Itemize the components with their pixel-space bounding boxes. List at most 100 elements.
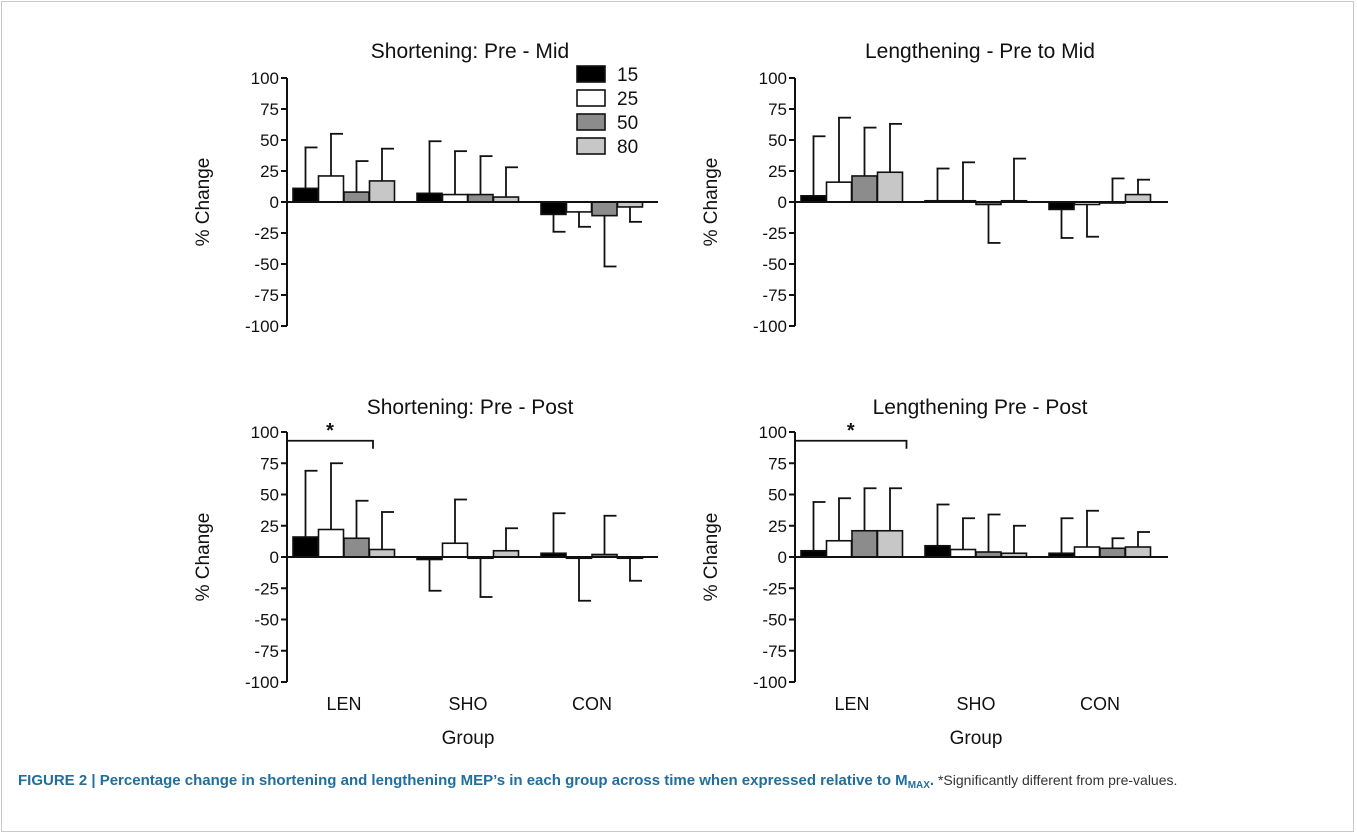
- bar: [467, 193, 494, 203]
- y-tick-label: 0: [778, 548, 787, 567]
- y-tick-label: 75: [768, 454, 787, 473]
- bar: [1124, 546, 1152, 558]
- legend-label: 25: [617, 89, 638, 110]
- bar: [441, 542, 469, 558]
- y-tick-label: 50: [260, 131, 279, 150]
- category-label: CON: [572, 694, 612, 714]
- legend-label: 80: [617, 137, 638, 158]
- figure-caption: FIGURE 2 | Percentage change in shorteni…: [18, 768, 1348, 795]
- y-tick-label: -75: [762, 642, 787, 661]
- y-tick-label: -50: [762, 611, 787, 630]
- x-axis-label: Group: [442, 728, 495, 749]
- y-tick-label: -100: [245, 317, 279, 336]
- legend-label: 50: [617, 113, 638, 134]
- y-tick-label: 25: [260, 162, 279, 181]
- bar: [317, 528, 345, 558]
- category-label: LEN: [834, 694, 869, 714]
- chart-title: Shortening: Pre - Post: [367, 396, 574, 419]
- caption-footnote: *Significantly different from pre-values…: [934, 772, 1178, 788]
- legend-swatch: [576, 65, 606, 83]
- y-tick-label: -25: [762, 579, 787, 598]
- y-tick-label: -25: [254, 579, 279, 598]
- bar: [851, 175, 878, 203]
- chart-panel-4: Lengthening Pre - Post % Change 100 75 50 25 0…: [701, 396, 1168, 749]
- chart-panel-2: Lengthening - Pre to Mid % Change 100 75 50 2…: [701, 40, 1168, 336]
- bar: [851, 529, 878, 558]
- y-tick-label: -50: [254, 611, 279, 630]
- bar: [924, 544, 951, 558]
- bar: [292, 536, 319, 558]
- bar: [343, 537, 370, 558]
- category-label: LEN: [326, 694, 361, 714]
- y-tick-label: 100: [251, 69, 279, 88]
- legend-swatch: [576, 89, 606, 107]
- y-tick-label: 50: [768, 131, 787, 150]
- y-axis-label: % Change: [701, 513, 722, 602]
- bar: [343, 191, 370, 203]
- y-tick-label: 100: [251, 423, 279, 442]
- bar: [1099, 547, 1126, 558]
- y-tick-label: 100: [759, 423, 787, 442]
- bar: [1124, 193, 1152, 203]
- significance-bracket: [794, 439, 908, 449]
- legend-swatch: [576, 113, 606, 131]
- chart-title: Lengthening Pre - Post: [873, 396, 1088, 419]
- y-tick-label: 0: [270, 193, 279, 212]
- bar: [368, 180, 396, 203]
- bar: [441, 193, 469, 203]
- y-tick-label: 75: [260, 454, 279, 473]
- y-tick-label: 100: [759, 69, 787, 88]
- y-axis-label: % Change: [193, 158, 214, 247]
- y-tick-label: 50: [260, 486, 279, 505]
- legend: 15 25 50 80: [576, 65, 638, 158]
- legend-swatch: [576, 137, 606, 155]
- y-tick-label: -100: [753, 317, 787, 336]
- chart-panel-3: Shortening: Pre - Post % Change 100 75 50 25 0…: [193, 396, 658, 749]
- bar: [876, 529, 904, 558]
- y-tick-label: 0: [778, 193, 787, 212]
- significance-star: *: [326, 420, 334, 442]
- caption-end: .: [929, 772, 935, 789]
- bar: [949, 548, 977, 558]
- y-tick-label: 75: [768, 100, 787, 119]
- y-axis-label: % Change: [701, 158, 722, 247]
- y-tick-label: -75: [254, 286, 279, 305]
- y-tick-label: -75: [254, 642, 279, 661]
- legend-label: 15: [617, 65, 638, 86]
- bar: [1048, 201, 1075, 211]
- category-label: SHO: [956, 694, 995, 714]
- chart-title: Shortening: Pre - Mid: [371, 40, 569, 63]
- bar: [591, 201, 618, 217]
- bar: [368, 548, 396, 558]
- caption-label: FIGURE 2 | Percentage change in shorteni…: [18, 772, 908, 789]
- y-tick-label: -100: [753, 673, 787, 692]
- y-tick-label: 0: [270, 548, 279, 567]
- significance-star: *: [847, 420, 855, 442]
- y-tick-label: -25: [762, 224, 787, 243]
- chart-panel-1: Shortening: Pre - Mid % Change 100 75 50 25 0 -…: [193, 40, 658, 336]
- y-axis-label: % Change: [193, 513, 214, 602]
- y-tick-label: -50: [762, 255, 787, 274]
- bar: [317, 175, 345, 203]
- bar: [825, 539, 853, 558]
- significance-bracket: [286, 439, 374, 449]
- caption-subscript: MAX: [907, 780, 930, 791]
- chart-title: Lengthening - Pre to Mid: [865, 40, 1095, 63]
- y-tick-label: 25: [260, 517, 279, 536]
- bar: [876, 171, 904, 203]
- x-axis-label: Group: [950, 728, 1003, 749]
- y-tick-label: -100: [245, 673, 279, 692]
- category-label: SHO: [448, 694, 487, 714]
- y-tick-label: -75: [762, 286, 787, 305]
- bar: [565, 201, 593, 213]
- y-tick-label: 75: [260, 100, 279, 119]
- bar: [1073, 546, 1101, 558]
- y-tick-label: -25: [254, 224, 279, 243]
- y-tick-label: 25: [768, 517, 787, 536]
- bar: [416, 192, 443, 203]
- y-tick-label: 50: [768, 486, 787, 505]
- y-tick-label: -50: [254, 255, 279, 274]
- bar: [292, 187, 319, 203]
- bar: [540, 201, 567, 216]
